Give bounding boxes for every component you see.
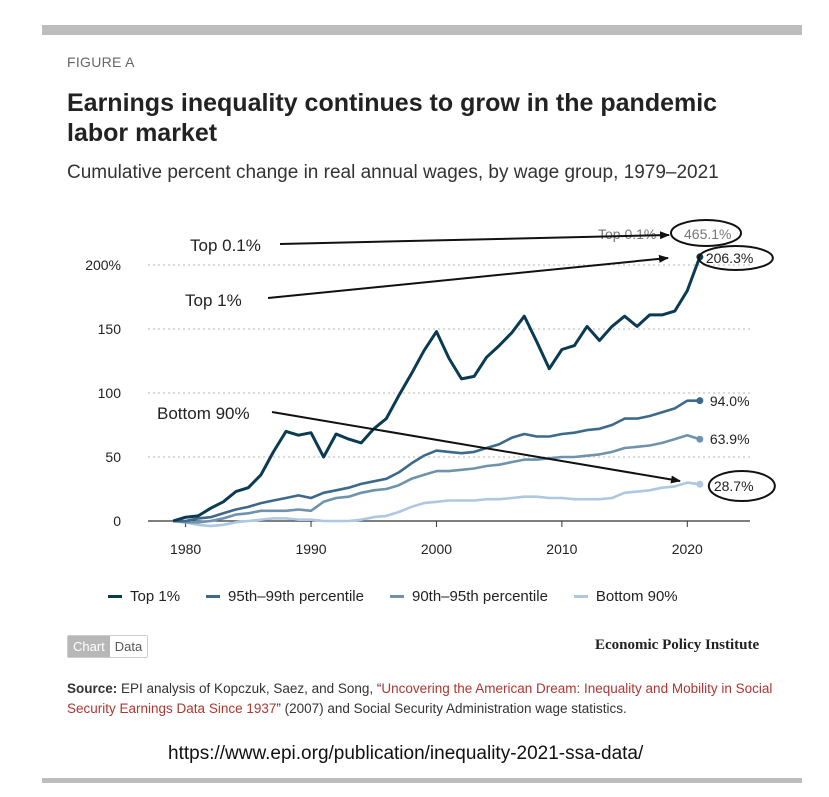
series-line-3	[172, 481, 700, 528]
x-tick-label: 2000	[421, 541, 452, 557]
legend-label-2: 90th–95th percentile	[411, 588, 548, 605]
source-link[interactable]: Uncovering the American Dream: Inequalit…	[67, 681, 773, 716]
legend-swatch-1	[206, 595, 221, 598]
series-end-point-3	[696, 480, 704, 488]
chart-subtitle: Cumulative percent change in real annual…	[67, 162, 719, 183]
legend-swatch-0	[108, 595, 122, 598]
figure-label: FIGURE A	[67, 54, 135, 70]
brand-name: Economic Policy Institute	[595, 637, 760, 653]
pointer-label-1: Top 1%	[185, 291, 242, 310]
grid: 0 50 100 150 200% 1980 1990 2000 2010 2020	[85, 257, 750, 557]
series-line-2	[172, 433, 701, 524]
source-note: Source: EPI analysis of Kopczuk, Saez, a…	[67, 679, 779, 719]
legend-label-1: 95th–99th percentile	[228, 588, 364, 605]
x-tick-label: 1990	[295, 541, 326, 557]
end-label-3: 28.7%	[714, 478, 754, 494]
x-tick-label: 1980	[170, 541, 201, 557]
highlight-ellipse-top01	[670, 219, 742, 247]
chart-tab[interactable]: Chart	[68, 636, 110, 657]
end-label-0: 206.3%	[706, 250, 753, 266]
legend-label-0: Top 1%	[130, 588, 181, 605]
publication-url: https://www.epi.org/publication/inequali…	[168, 743, 644, 764]
legend: Top 1% 95th–99th percentile 90th–95th perc…	[108, 588, 704, 605]
end-label-1: 94.0%	[710, 393, 750, 409]
legend-item-2: 90th–95th percentile	[389, 588, 548, 605]
pointer-label-0: Top 0.1%	[190, 236, 261, 255]
annotations: Top 0.1% 465.1% Top 0.1% Top 1% Bottom 90%	[157, 219, 742, 484]
top01-point-label: Top 0.1%	[598, 226, 656, 242]
highlight-ellipse-3	[707, 470, 776, 502]
end-label-2: 63.9%	[710, 431, 750, 447]
x-tick-label: 2020	[672, 541, 703, 557]
source-label: Source:	[67, 681, 118, 696]
source-text-after: ” (2007) and Social Security Administrat…	[276, 701, 627, 716]
y-tick-label: 100	[98, 385, 122, 401]
highlight-ellipse-0	[697, 245, 774, 271]
top-rule	[42, 25, 802, 35]
source-text-before: EPI analysis of Kopczuk, Saez, and Song,…	[117, 681, 382, 696]
y-tick-label: 200%	[85, 257, 121, 273]
end-labels: 206.3% 94.0% 63.9% 28.7%	[697, 245, 776, 502]
data-tab[interactable]: Data	[109, 636, 148, 657]
view-toggle: Chart Data	[67, 635, 149, 658]
pointer-arrow-0	[279, 231, 670, 245]
legend-swatch-2	[389, 595, 404, 598]
bottom-rule	[42, 778, 802, 783]
pointer-arrow-1	[267, 254, 669, 299]
y-tick-label: 50	[105, 449, 121, 465]
chart-title: Earnings inequality continues to grow in…	[67, 89, 718, 147]
pointer-label-2: Bottom 90%	[157, 404, 250, 423]
pointer-arrow-2	[271, 411, 681, 484]
series-end-point-2	[696, 435, 704, 443]
legend-item-3: Bottom 90%	[573, 588, 678, 605]
top01-value: 465.1%	[684, 226, 731, 242]
series-line-0	[172, 256, 702, 523]
series-end-point-1	[696, 397, 704, 405]
line-chart: 0 50 100 150 200% 1980 1990 2000 2010 2020 206.3%…	[85, 219, 776, 557]
series-lines	[172, 253, 704, 528]
legend-label-3: Bottom 90%	[595, 588, 678, 605]
y-tick-label: 150	[98, 321, 122, 337]
legend-item-0: Top 1%	[108, 588, 180, 605]
y-tick-label: 0	[113, 513, 121, 529]
legend-swatch-3	[573, 595, 588, 598]
legend-item-1: 95th–99th percentile	[206, 588, 364, 605]
series-line-1	[173, 399, 700, 523]
x-tick-label: 2010	[546, 541, 577, 557]
